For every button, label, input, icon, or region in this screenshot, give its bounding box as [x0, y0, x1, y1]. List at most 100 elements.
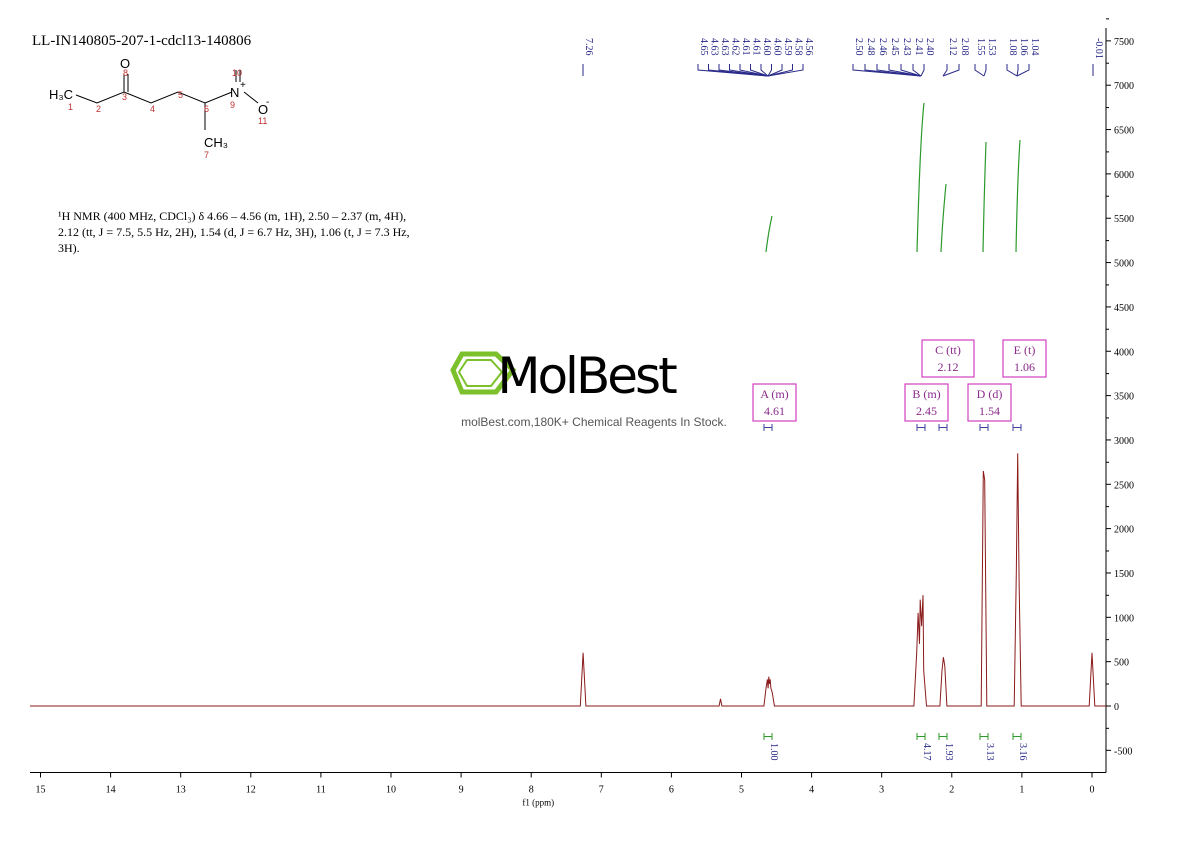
- multiplet-shift: 1.06: [1014, 360, 1035, 374]
- peak-label: 4.63: [719, 38, 730, 56]
- chart-title: LL-IN140805-207-1-cdcl13-140806: [32, 33, 252, 49]
- peak-pointer: [718, 64, 769, 77]
- integral-label: 1.93: [943, 743, 954, 761]
- multiplet-range: [938, 424, 948, 431]
- peak-label: 1.53: [986, 38, 997, 56]
- integral-label: 4.17: [921, 743, 932, 761]
- y-tick-label: 4500: [1114, 303, 1134, 314]
- multiplet-box: [967, 383, 1012, 422]
- x-tick-label: 5: [739, 785, 744, 796]
- peak-label: 4.59: [782, 38, 793, 56]
- peak-label: 1.55: [975, 38, 986, 56]
- atom-number: 8: [123, 68, 128, 78]
- atom-number: 10: [232, 68, 242, 78]
- atom-label: N: [230, 85, 239, 100]
- peak-label: 2.45: [889, 38, 900, 56]
- structure-bonds: [75, 70, 259, 130]
- multiplet-box: [921, 339, 975, 378]
- y-tick-label: 5500: [1114, 214, 1134, 225]
- peak-pointer: [1006, 64, 1018, 77]
- y-tick-label: 3000: [1114, 436, 1134, 447]
- x-tick-label: 9: [459, 785, 464, 796]
- multiplet-box: [752, 383, 797, 422]
- peak-label: 4.56: [803, 38, 814, 56]
- x-axis-label: f1 (ppm): [522, 798, 554, 808]
- spectrum-line: [30, 453, 1106, 707]
- y-tick-label: 0: [1114, 702, 1119, 713]
- peak-pointer: [767, 64, 772, 77]
- peak-pointer: [767, 64, 804, 77]
- peak-label: 7.26: [583, 38, 594, 56]
- x-tick-label: 15: [36, 785, 46, 796]
- multiplet-range: [1012, 424, 1022, 431]
- y-tick-label: 4000: [1114, 347, 1134, 358]
- nmr-description: ¹H NMR (400 MHz, CDCl₃) δ 4.66 – 4.56 (m…: [58, 209, 410, 255]
- y-tick-label: 1500: [1114, 569, 1134, 580]
- y-tick-label: 6000: [1114, 170, 1134, 181]
- integral-bracket: [916, 733, 926, 740]
- y-tick-label: 500: [1114, 658, 1129, 669]
- peak-label: 2.50: [853, 38, 864, 56]
- multiplet-shift: 2.12: [938, 360, 959, 374]
- peak-pointer: [900, 64, 922, 77]
- multiplet-name: B (m): [912, 387, 940, 401]
- integral-label: 3.16: [1017, 743, 1028, 761]
- x-tick-label: 8: [529, 785, 534, 796]
- atom-number: 1: [68, 102, 73, 112]
- peak-label: 2.40: [924, 38, 935, 56]
- peak-label: 4.61: [751, 38, 762, 56]
- x-tick-label: 1: [1019, 785, 1024, 796]
- atom-number: 7: [204, 150, 209, 160]
- peak-pointer: [767, 64, 783, 77]
- y-tick-label: 2000: [1114, 525, 1134, 536]
- y-tick-label: 5000: [1114, 259, 1134, 270]
- integral-bracket: [938, 733, 948, 740]
- multiplet-shift: 2.45: [916, 404, 937, 418]
- multiplet-shift: 1.54: [979, 404, 1000, 418]
- peak-pointer: [983, 64, 987, 77]
- peak-pointer: [942, 64, 948, 77]
- peak-label: 2.08: [959, 38, 970, 56]
- atom-number: 3: [122, 92, 127, 102]
- atom-label: CH₃: [204, 135, 228, 150]
- integral-bracket: [979, 733, 989, 740]
- atom-label: -: [266, 97, 269, 108]
- peak-pointer: [920, 64, 925, 77]
- integral-label: 3.13: [984, 743, 995, 761]
- peak-pointer: [729, 64, 769, 77]
- integral-label: 1.00: [768, 743, 779, 761]
- atom-number: 9: [230, 100, 235, 110]
- peak-pointer: [888, 64, 922, 77]
- integral-curves: [765, 102, 1021, 253]
- multiplet-name: E (t): [1014, 343, 1036, 357]
- y-tick-label: 1000: [1114, 613, 1134, 624]
- y-tick-label: 6500: [1114, 126, 1134, 137]
- multiplet-box: [1002, 339, 1047, 378]
- peak-pointer: [912, 64, 922, 77]
- y-tick-label: 3500: [1114, 392, 1134, 403]
- atom-label: O: [120, 56, 130, 71]
- atom-number: 6: [204, 104, 209, 114]
- multiplet-box: [904, 383, 949, 422]
- multiplet-shift: 4.61: [764, 404, 785, 418]
- peak-label: 2.12: [947, 38, 958, 56]
- peak-label: -0.01: [1093, 38, 1104, 59]
- integral-bracket: [763, 733, 773, 740]
- peak-label: 2.48: [865, 38, 876, 56]
- peak-pointer: [1016, 64, 1030, 77]
- peak-pointer: [864, 64, 922, 77]
- x-tick-label: 7: [599, 785, 604, 796]
- peak-pointer: [974, 64, 985, 77]
- peak-label: 1.08: [1007, 38, 1018, 56]
- peak-label: 2.41: [913, 38, 924, 56]
- y-tick-label: -500: [1114, 746, 1132, 757]
- peak-label: 2.46: [877, 38, 888, 56]
- atom-label: H₃C: [49, 87, 73, 102]
- y-tick-label: 7000: [1114, 81, 1134, 92]
- peak-label: 4.58: [793, 38, 804, 56]
- atom-number: 2: [96, 104, 101, 114]
- y-tick-label: 2500: [1114, 480, 1134, 491]
- peak-pointer: [767, 64, 793, 77]
- peak-pointer: [760, 64, 769, 77]
- peak-pointer: [876, 64, 922, 77]
